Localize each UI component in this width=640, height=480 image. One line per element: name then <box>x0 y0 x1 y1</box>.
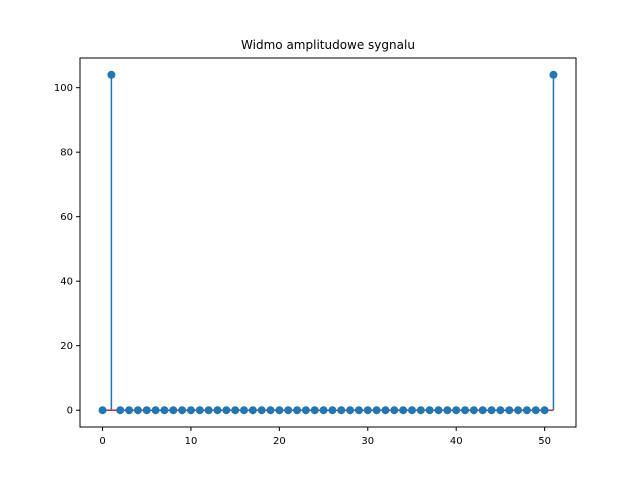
stem-marker <box>372 406 381 415</box>
stem-marker <box>107 70 116 79</box>
stem-marker <box>522 406 531 415</box>
stem-marker <box>319 406 328 415</box>
stem-marker <box>248 406 257 415</box>
stem-marker <box>399 406 408 415</box>
stem-marker <box>178 406 187 415</box>
stem-marker <box>416 406 425 415</box>
stem-marker <box>293 406 302 415</box>
stem-marker <box>549 70 558 79</box>
stem-marker <box>434 406 443 415</box>
stem-marker <box>328 406 337 415</box>
stem-marker <box>310 406 319 415</box>
y-tick-label: 40 <box>60 277 73 288</box>
y-tick-label: 0 <box>67 406 73 417</box>
stem-marker <box>478 406 487 415</box>
stem-marker <box>363 406 372 415</box>
stem-marker <box>407 406 416 415</box>
stem-marker <box>284 406 293 415</box>
x-tick-label: 10 <box>185 436 198 447</box>
x-tick-label: 0 <box>99 436 105 447</box>
y-tick-label: 100 <box>54 83 73 94</box>
stem-marker <box>461 406 470 415</box>
stem-marker <box>142 406 151 415</box>
chart-title: Widmo amplitudowe sygnalu <box>241 38 415 52</box>
stem-marker <box>505 406 514 415</box>
y-tick-label: 20 <box>60 341 73 352</box>
stem-marker <box>240 406 249 415</box>
stem-marker <box>425 406 434 415</box>
stem-marker <box>301 406 310 415</box>
stem-markers <box>98 70 558 415</box>
stem-marker <box>390 406 399 415</box>
stem-marker <box>213 406 222 415</box>
stem-marker <box>98 406 107 415</box>
y-tick-label: 60 <box>60 212 73 223</box>
stem-marker <box>346 406 355 415</box>
stem-marker <box>151 406 160 415</box>
stem-marker <box>125 406 134 415</box>
stem-marker <box>160 406 169 415</box>
x-axis-ticks: 0 10 20 30 40 50 <box>99 427 551 447</box>
x-tick-label: 50 <box>538 436 551 447</box>
stem-marker <box>469 406 478 415</box>
x-tick-label: 30 <box>361 436 374 447</box>
stem-marker <box>169 406 178 415</box>
stem-marker <box>231 406 240 415</box>
stem-marker <box>487 406 496 415</box>
y-axis-ticks: 0 20 40 60 80 100 <box>54 83 80 417</box>
stem-marker <box>133 406 142 415</box>
y-tick-label: 80 <box>60 148 73 159</box>
stem-marker <box>222 406 231 415</box>
stem-marker <box>540 406 549 415</box>
stem-marker <box>496 406 505 415</box>
plot-frame <box>79 57 577 428</box>
stem-marker <box>204 406 213 415</box>
stem-marker <box>514 406 523 415</box>
stem-marker <box>186 406 195 415</box>
x-tick-label: 20 <box>273 436 286 447</box>
x-tick-label: 40 <box>450 436 463 447</box>
stem-marker <box>266 406 275 415</box>
stem-marker <box>195 406 204 415</box>
stem-marker <box>531 406 540 415</box>
stem-marker <box>337 406 346 415</box>
stem-marker <box>354 406 363 415</box>
stem-lines <box>110 74 555 411</box>
stem-marker <box>452 406 461 415</box>
stem-marker <box>275 406 284 415</box>
stem-marker <box>257 406 266 415</box>
stem-marker <box>381 406 390 415</box>
stem-marker <box>116 406 125 415</box>
stem-marker <box>443 406 452 415</box>
